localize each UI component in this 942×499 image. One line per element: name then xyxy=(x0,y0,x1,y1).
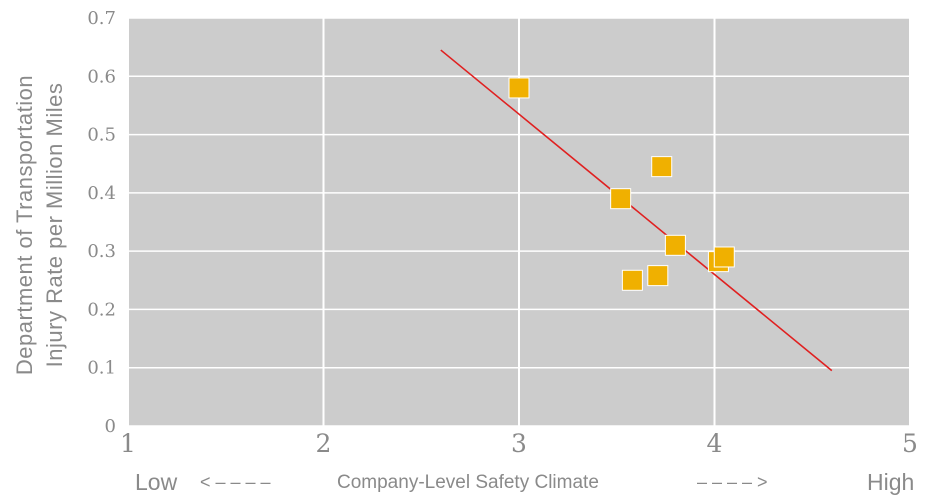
x-tick-label: 3 xyxy=(511,429,527,458)
x-axis-right-arrow: – – – – > xyxy=(697,472,768,492)
y-tick-label: 0.6 xyxy=(87,66,116,87)
data-point xyxy=(713,246,735,268)
trendline xyxy=(440,49,833,372)
y-tick-label: 0.7 xyxy=(87,8,116,29)
data-point xyxy=(651,156,673,178)
y-tick-label: 0.1 xyxy=(87,358,116,379)
data-point xyxy=(621,269,643,291)
x-axis-label: Company-Level Safety Climate xyxy=(337,472,599,493)
y-tick-label: 0 xyxy=(105,416,116,437)
grid-lines xyxy=(127,17,911,427)
x-axis-low-label: Low xyxy=(135,469,178,495)
data-points xyxy=(508,77,735,291)
y-axis-label-line-1: Department of Transportation xyxy=(12,75,37,375)
trendline-group xyxy=(440,49,833,372)
x-tick-label: 1 xyxy=(120,429,136,458)
y-tick-label: 0.3 xyxy=(87,241,116,262)
x-tick-label: 4 xyxy=(707,429,723,458)
y-tick-label: 0.2 xyxy=(87,299,116,320)
x-axis-left-arrow: < – – – – xyxy=(200,472,271,492)
data-point xyxy=(610,188,632,210)
x-tick-label: 2 xyxy=(316,429,332,458)
x-tick-label: 5 xyxy=(902,429,918,458)
y-tick-label: 0.5 xyxy=(87,125,116,146)
x-axis-ticks: 1 2 3 4 5 xyxy=(120,429,918,458)
x-axis-high-label: High xyxy=(867,469,914,495)
y-tick-label: 0.4 xyxy=(87,183,116,204)
y-axis-label-line-2: Injury Rate per Million Miles xyxy=(42,83,67,368)
data-point xyxy=(647,265,669,287)
data-point xyxy=(508,77,530,99)
y-axis-ticks: 0 0.1 0.2 0.3 0.4 0.5 0.6 0.7 xyxy=(87,8,116,437)
data-point xyxy=(664,234,686,256)
